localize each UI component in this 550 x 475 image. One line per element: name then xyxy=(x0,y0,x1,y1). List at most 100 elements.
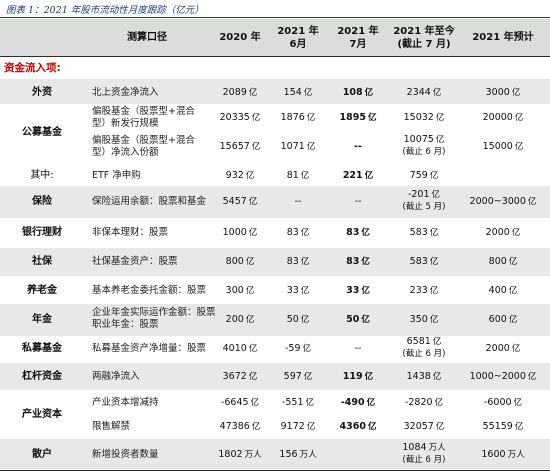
value-2020: 1802 万人 xyxy=(218,449,262,460)
value-ytd: 2344 亿 xyxy=(406,87,442,98)
row-caliber: 基本养老金委托金额：股票 xyxy=(92,285,207,296)
header-caliber: 测算口径 xyxy=(127,32,167,43)
value-ytd: 233 亿 xyxy=(409,285,439,296)
band-ganggan xyxy=(0,363,550,390)
value-jul: -- xyxy=(354,196,362,207)
row-caliber: 非保本理财：股票 xyxy=(92,227,169,238)
value-ytd: 583 亿 xyxy=(409,227,439,238)
value-ytd: 759 亿 xyxy=(409,170,439,181)
value-ytd: -201 亿 (截止 5 月) xyxy=(402,189,446,212)
row-category: 产业资本 xyxy=(22,409,62,420)
value-jun: 154 亿 xyxy=(283,87,313,98)
value-jun: 597 亿 xyxy=(283,371,313,382)
band-nianjin xyxy=(0,304,550,336)
value-jun: 1071 亿 xyxy=(280,141,316,152)
header-2021-ytd: 2021 年至今 (截止 7 月) xyxy=(393,25,455,50)
value-estimate: 400 亿 xyxy=(488,285,518,296)
value-ytd: 583 亿 xyxy=(409,256,439,267)
value-2020: 47386 亿 xyxy=(219,421,261,432)
row-caliber: 北上资金净流入 xyxy=(92,87,159,98)
value-jun: -59 亿 xyxy=(284,343,312,354)
value-ytd: 10075 亿 (截止 6 月) xyxy=(402,134,446,157)
band-waizi xyxy=(0,79,550,104)
value-jul: 50 亿 xyxy=(346,314,370,325)
value-jun: 83 亿 xyxy=(286,256,310,267)
value-ytd: 1438 亿 xyxy=(406,371,442,382)
band-shebao xyxy=(0,248,550,276)
value-jul: -- xyxy=(354,141,362,152)
row-caliber: 两融净流入 xyxy=(92,371,140,382)
row-category: 私募基金 xyxy=(22,343,62,354)
value-2020: 2089 亿 xyxy=(222,87,258,98)
row-caliber: ETF 净申购 xyxy=(92,170,141,181)
top-rule xyxy=(0,17,550,18)
value-2020: 4010 亿 xyxy=(222,343,258,354)
value-jul: 83 亿 xyxy=(346,256,370,267)
value-2020: 5457 亿 xyxy=(222,196,258,207)
value-2020: 932 亿 xyxy=(225,170,255,181)
band-baoxian xyxy=(0,186,550,218)
value-ytd: 32057 亿 xyxy=(403,421,445,432)
value-estimate: 800 亿 xyxy=(488,256,518,267)
value-jun: 81 亿 xyxy=(286,170,310,181)
value-2020: 200 亿 xyxy=(225,314,255,325)
row-caliber: 保险运用余额：股票和基金 xyxy=(92,196,207,207)
header-2021-jun: 2021 年 6月 xyxy=(277,25,319,50)
row-category: 社保 xyxy=(32,256,52,267)
row-caliber: 新增投资者数量 xyxy=(92,449,159,460)
value-2020: 20335 亿 xyxy=(219,112,261,123)
value-estimate: 2000 亿 xyxy=(485,227,521,238)
value-ytd: 1084 万人 (截止 6 月) xyxy=(402,442,446,465)
band-sanhu xyxy=(0,439,550,469)
value-jun: 1876 亿 xyxy=(280,112,316,123)
row-category: 散户 xyxy=(32,449,52,460)
value-2020: 1000 亿 xyxy=(222,227,258,238)
row-caliber: 企业年金实际运作金额：股票 职业年金：股票 xyxy=(92,307,216,330)
header-2020: 2020 年 xyxy=(219,32,261,43)
value-2020: 15657 亿 xyxy=(219,141,261,152)
value-jul: 4360 亿 xyxy=(339,421,377,432)
value-2020: 3672 亿 xyxy=(222,371,258,382)
table-header: 测算口径 2020 年 2021 年 6月 2021 年 7月 2021 年至今 (截… xyxy=(0,19,550,57)
value-jun: -- xyxy=(294,196,302,207)
header-2021-estimate: 2021 年预计 xyxy=(472,32,534,43)
row-caliber: 产业资本增减持 xyxy=(92,397,159,408)
row-caliber: 社保基金资产：股票 xyxy=(92,256,178,267)
value-jun: 156 万人 xyxy=(279,449,317,460)
value-ytd: 350 亿 xyxy=(409,314,439,325)
value-estimate: 20000 亿 xyxy=(482,112,524,123)
value-jun: 33 亿 xyxy=(286,285,310,296)
value-jul: 33 亿 xyxy=(346,285,370,296)
row-category: 公募基金 xyxy=(22,127,62,138)
row-category: 银行理财 xyxy=(22,227,62,238)
value-jun: -551 亿 xyxy=(281,397,315,408)
value-ytd: 6581 亿 (截止 6 月) xyxy=(402,336,446,359)
bottom-rule xyxy=(0,470,550,471)
value-2020: 800 亿 xyxy=(225,256,255,267)
value-estimate: -6000 亿 xyxy=(483,397,523,408)
row-caliber: 限售解禁 xyxy=(92,421,131,432)
value-jul: 108 亿 xyxy=(342,87,374,98)
value-estimate: 3000 亿 xyxy=(485,87,521,98)
value-jul: 119 亿 xyxy=(342,371,374,382)
value-estimate: 55159 亿 xyxy=(482,421,524,432)
value-estimate: 15000 亿 xyxy=(482,141,524,152)
value-jul: -490 亿 xyxy=(340,397,376,408)
row-caliber: 偏股基金（股票型+混合 型）新发行规模 xyxy=(92,106,195,129)
value-2020: -6645 亿 xyxy=(220,397,260,408)
value-jun: 50 亿 xyxy=(286,314,310,325)
row-category: 保险 xyxy=(32,196,52,207)
figure-caption: 图表 1：2021 年股市流动性月度跟踪（亿元） xyxy=(6,5,204,16)
row-category: 其中: xyxy=(30,170,54,181)
value-2020: 300 亿 xyxy=(225,285,255,296)
value-estimate: 2000 亿 xyxy=(485,343,521,354)
row-caliber: 私募基金资产净增量：股票 xyxy=(92,343,207,354)
value-estimate: 1000~2000 亿 xyxy=(469,371,537,382)
value-jun: 83 亿 xyxy=(286,227,310,238)
row-category: 年金 xyxy=(32,314,52,325)
value-jul: 221 亿 xyxy=(342,170,374,181)
value-estimate: 600 亿 xyxy=(488,314,518,325)
value-estimate: 1600 万人 xyxy=(481,449,525,460)
row-caliber: 偏股基金（股票型+混合 型）净流入份额 xyxy=(92,135,195,158)
row-category: 杠杆资金 xyxy=(22,371,62,382)
